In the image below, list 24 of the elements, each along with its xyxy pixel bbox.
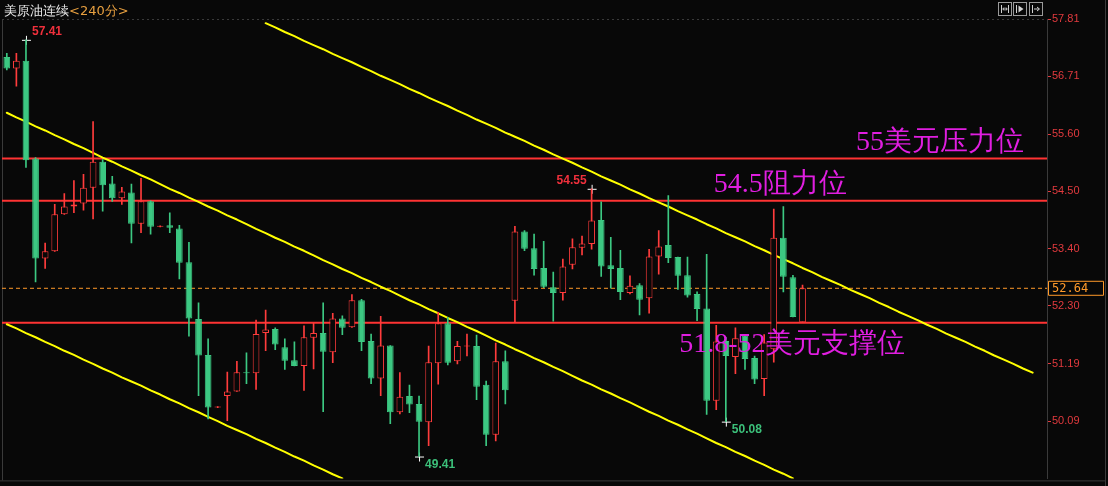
chart-title: 美原油连续 (4, 3, 69, 18)
annotation: 50.08 (731, 421, 763, 436)
ref-line-label: 52.64 (1052, 281, 1089, 296)
y-tick-label: 57.81 (1052, 12, 1080, 25)
candlestick (664, 195, 672, 264)
y-tick-label: 56.71 (1052, 69, 1080, 82)
ref-line-label: 55美元压力位 (856, 124, 1025, 156)
candlestick (166, 212, 174, 233)
annotation: 54.55 (556, 173, 587, 188)
ref-line-label: 54.5阻力位 (713, 167, 847, 199)
y-tick-label: 51.19 (1052, 356, 1080, 369)
y-tick-label: 52.30 (1052, 299, 1080, 312)
y-tick-label: 55.60 (1052, 127, 1080, 140)
candlestick (223, 371, 231, 421)
chart-subtitle: <240分> (69, 3, 129, 18)
y-tick-label: 50.09 (1052, 414, 1080, 427)
y-tick-label: 54.50 (1052, 184, 1080, 197)
candlestick (319, 302, 327, 413)
annotation: 49.41 (425, 456, 456, 471)
annotation: 57.41 (31, 24, 63, 39)
candlestick (607, 236, 615, 289)
candlestick (549, 271, 557, 322)
candlestick (655, 230, 663, 275)
y-tick-label: 53.40 (1052, 241, 1080, 254)
